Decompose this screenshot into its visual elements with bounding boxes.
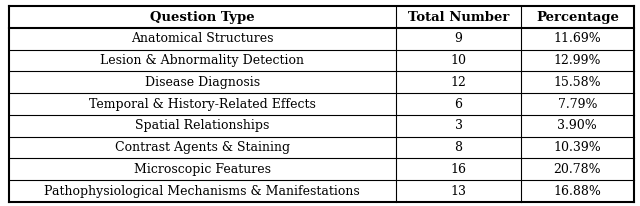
Text: 15.58%: 15.58% <box>554 76 601 89</box>
Text: 11.69%: 11.69% <box>554 32 601 45</box>
Text: 16.88%: 16.88% <box>554 185 602 198</box>
Text: 3: 3 <box>454 119 463 132</box>
Text: 20.78%: 20.78% <box>554 163 601 176</box>
Text: Percentage: Percentage <box>536 11 619 23</box>
Text: 10: 10 <box>451 54 467 67</box>
Text: 9: 9 <box>454 32 463 45</box>
Text: 7.79%: 7.79% <box>557 97 597 111</box>
Text: 6: 6 <box>454 97 463 111</box>
Text: Microscopic Features: Microscopic Features <box>134 163 271 176</box>
Text: 13: 13 <box>451 185 467 198</box>
Text: Total Number: Total Number <box>408 11 509 23</box>
Text: Lesion & Abnormality Detection: Lesion & Abnormality Detection <box>100 54 305 67</box>
Text: Contrast Agents & Staining: Contrast Agents & Staining <box>115 141 290 154</box>
Text: Temporal & History-Related Effects: Temporal & History-Related Effects <box>89 97 316 111</box>
Text: 3.90%: 3.90% <box>557 119 597 132</box>
Text: Anatomical Structures: Anatomical Structures <box>131 32 274 45</box>
Text: 10.39%: 10.39% <box>554 141 601 154</box>
Text: 8: 8 <box>454 141 463 154</box>
Text: Spatial Relationships: Spatial Relationships <box>135 119 269 132</box>
Text: Question Type: Question Type <box>150 11 255 23</box>
Text: 12.99%: 12.99% <box>554 54 601 67</box>
Text: 12: 12 <box>451 76 467 89</box>
Text: Pathophysiological Mechanisms & Manifestations: Pathophysiological Mechanisms & Manifest… <box>45 185 360 198</box>
Text: Disease Diagnosis: Disease Diagnosis <box>145 76 260 89</box>
Text: 16: 16 <box>451 163 467 176</box>
